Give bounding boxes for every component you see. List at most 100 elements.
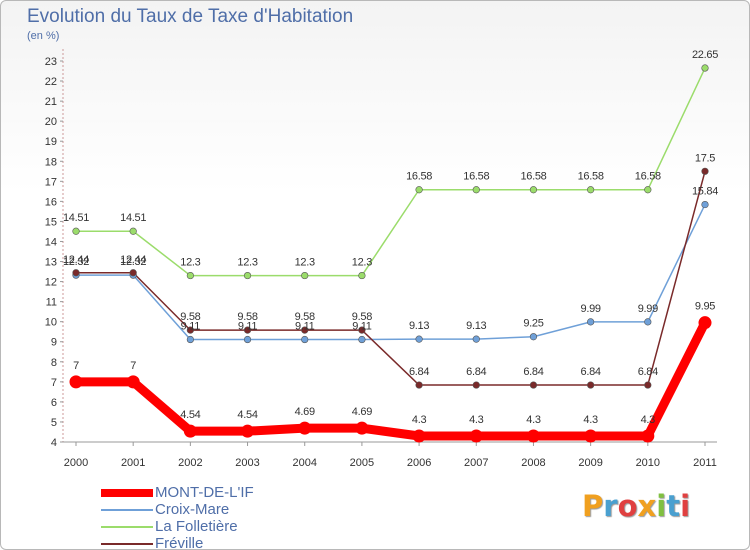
data-point-mont-de-l-if [298, 421, 312, 435]
y-tick-label: 20 [45, 116, 57, 128]
data-label-croix-mare: 9.13 [409, 320, 429, 332]
data-point-mont-de-l-if [69, 375, 83, 389]
data-label-mont-de-l-if: 4.3 [469, 414, 484, 426]
data-label-fr-ville: 6.84 [638, 366, 658, 378]
y-tick-label: 8 [51, 357, 57, 369]
data-label-croix-mare: 9.11 [181, 321, 201, 333]
series-points [69, 64, 712, 443]
data-point-la-folleti-re [587, 186, 595, 194]
data-point-fr-ville [415, 381, 423, 389]
series-line-mont-de-l-if [71, 318, 710, 441]
data-point-la-folleti-re [415, 186, 423, 194]
data-label-mont-de-l-if: 4.54 [237, 409, 257, 421]
series-line-croix-mare [75, 203, 706, 341]
series-lines [71, 67, 710, 441]
data-label-la-folleti-re: 16.58 [463, 171, 489, 183]
data-point-mont-de-l-if [412, 429, 426, 443]
y-tick-label: 16 [45, 196, 57, 208]
data-point-croix-mare [587, 318, 595, 326]
y-tick-label: 23 [45, 56, 57, 68]
data-point-mont-de-l-if [355, 421, 369, 435]
data-label-mont-de-l-if: 7 [73, 360, 79, 372]
data-label-mont-de-l-if: 4.69 [352, 406, 372, 418]
data-point-croix-mare [472, 335, 480, 343]
data-point-mont-de-l-if [126, 375, 140, 389]
data-point-la-folleti-re [701, 64, 709, 72]
y-tick-label: 7 [51, 377, 57, 389]
data-point-fr-ville [129, 269, 137, 277]
data-label-la-folleti-re: 14.51 [63, 212, 89, 224]
data-point-fr-ville [701, 167, 709, 175]
data-label-croix-mare: 15.84 [692, 186, 718, 198]
legend-swatch [101, 509, 153, 511]
x-tick-label: 2005 [350, 457, 374, 469]
data-label-fr-ville: 9.58 [237, 311, 257, 323]
data-point-mont-de-l-if [584, 429, 598, 443]
logo-letter: x [637, 489, 657, 523]
data-label-la-folleti-re: 14.51 [120, 212, 146, 224]
data-point-la-folleti-re [301, 271, 309, 280]
y-tick-label: 18 [45, 156, 57, 168]
data-point-mont-de-l-if [183, 424, 197, 438]
y-tick-label: 5 [51, 417, 57, 429]
data-label-la-folleti-re: 12.3 [180, 257, 200, 269]
data-label-fr-ville: 6.84 [409, 366, 429, 378]
chart-title: Evolution du Taux de Taxe d'Habitation [27, 6, 354, 27]
x-tick-label: 2010 [636, 457, 660, 469]
x-tick-label: 2009 [578, 457, 602, 469]
data-point-fr-ville [358, 326, 366, 334]
data-label-la-folleti-re: 22.65 [692, 49, 718, 61]
data-label-croix-mare: 9.11 [238, 321, 258, 333]
x-tick-label: 2008 [521, 457, 545, 469]
logo-letter: i [680, 489, 691, 523]
data-label-la-folleti-re: 16.58 [635, 171, 661, 183]
data-label-croix-mare: 9.13 [466, 320, 486, 332]
data-point-fr-ville [472, 381, 480, 389]
data-label-fr-ville: 12.44 [63, 254, 89, 266]
y-tick-label: 10 [45, 317, 57, 329]
data-point-mont-de-l-if [526, 429, 540, 443]
axes: 4 5 6 7 8 9 10 11 12 13 14 15 16 17 18 19 20 21 22 23 2000 20… [45, 49, 717, 469]
data-point-fr-ville [301, 326, 309, 334]
data-label-fr-ville: 6.84 [466, 366, 486, 378]
x-tick-label: 2003 [235, 457, 259, 469]
data-point-fr-ville [529, 381, 538, 389]
data-point-fr-ville [644, 381, 652, 389]
data-point-fr-ville [72, 269, 80, 277]
data-label-mont-de-l-if: 4.3 [526, 414, 541, 426]
data-label-mont-de-l-if: 4.3 [583, 414, 598, 426]
data-point-fr-ville [243, 326, 252, 334]
legend-label: Fréville [155, 535, 204, 550]
data-point-mont-de-l-if [469, 429, 483, 443]
data-point-mont-de-l-if [241, 424, 255, 438]
data-point-la-folleti-re [644, 186, 652, 194]
data-label-croix-mare: 9.99 [581, 303, 601, 315]
data-point-croix-mare [243, 335, 252, 344]
data-label-mont-de-l-if: 7 [130, 360, 136, 372]
data-point-mont-de-l-if [641, 429, 655, 443]
proxiti-logo: Proxiti [582, 489, 690, 523]
legend-swatch [101, 543, 153, 545]
data-label-la-folleti-re: 16.58 [406, 171, 432, 183]
data-labels: 12.32 12.32 9.11 9.11 9.11 9.11 9.13 9.13 9.25 9.… [63, 49, 719, 426]
data-point-la-folleti-re [529, 186, 538, 194]
data-point-croix-mare [644, 318, 652, 326]
data-point-croix-mare [701, 200, 709, 209]
logo-letter: i [656, 489, 667, 523]
data-point-la-folleti-re [72, 227, 80, 235]
legend-label: Croix-Mare [155, 501, 230, 518]
data-point-la-folleti-re [243, 271, 252, 280]
data-label-croix-mare: 9.11 [352, 321, 372, 333]
data-label-fr-ville: 6.84 [523, 366, 543, 378]
y-tick-label: 11 [46, 297, 57, 309]
data-label-croix-mare: 9.99 [638, 303, 658, 315]
data-label-croix-mare: 9.11 [295, 321, 315, 333]
data-label-fr-ville: 17.5 [695, 152, 715, 164]
data-label-la-folleti-re: 16.58 [578, 171, 604, 183]
y-tick-label: 17 [45, 176, 57, 188]
x-tick-label: 2011 [693, 457, 717, 469]
data-label-la-folleti-re: 12.3 [352, 257, 372, 269]
data-point-croix-mare [358, 335, 366, 344]
